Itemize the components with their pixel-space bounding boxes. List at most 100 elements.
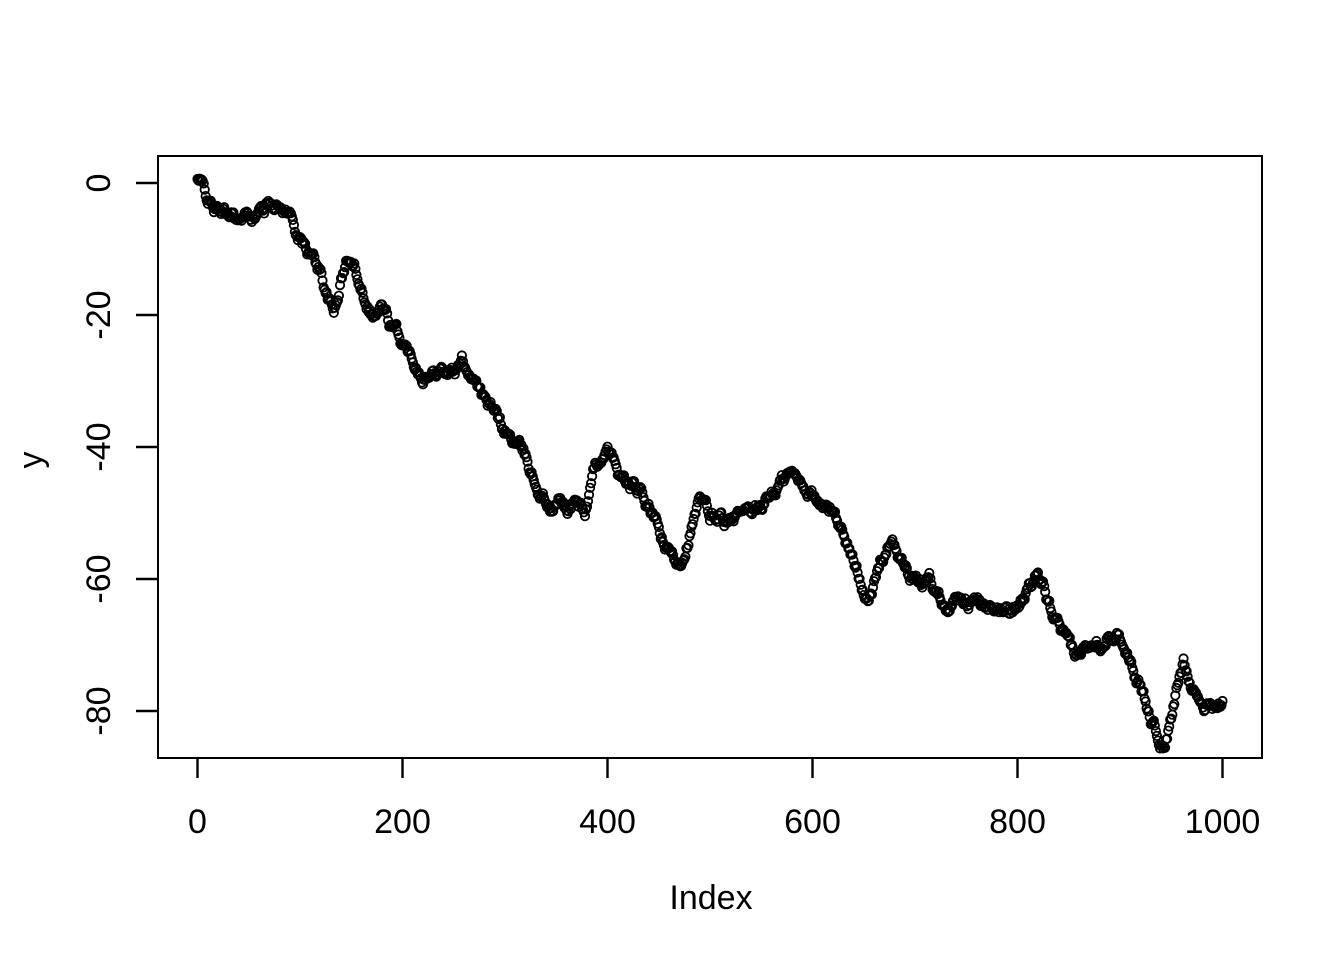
data-point [522,456,533,467]
y-tick-label: 0 [80,174,118,193]
data-point [521,452,532,463]
data-point [1148,715,1159,726]
data-point [1138,686,1149,697]
data-point [380,303,392,315]
data-point [582,496,594,507]
data-point [847,549,858,560]
data-point [352,274,363,285]
x-tick-label: 1000 [1185,803,1261,841]
plot-box [157,155,1263,759]
data-point [494,412,505,423]
data-point [351,269,362,280]
data-point [518,443,529,454]
data-point [1150,725,1162,737]
data-point [1100,640,1111,651]
data-point [585,478,597,489]
data-point [691,502,702,513]
data-point [701,500,713,511]
data-point [1178,653,1189,664]
x-axis-title: Index [669,879,752,917]
data-point [851,560,862,572]
data-point [317,275,328,286]
x-tick-label: 800 [989,803,1046,841]
data-point [946,600,958,612]
y-tick-label: -40 [80,422,118,471]
data-point [1128,665,1139,677]
data-point [690,508,701,519]
data-point [1126,656,1137,668]
data-point [514,434,525,445]
data-point [1217,695,1228,707]
data-point [896,552,907,564]
data-point [806,485,817,496]
data-point [636,483,647,494]
data-point [381,308,393,319]
data-point [457,356,469,367]
data-point [644,502,655,513]
data-point [391,318,402,330]
y-axis: 0 -20 -40 -60 -80 [80,174,158,736]
data-point [1181,666,1192,677]
x-tick-label: 200 [374,803,431,841]
data-point [653,521,664,533]
data-point [700,494,712,506]
data-point [419,371,431,382]
data-point [1038,576,1049,587]
data-point [757,504,768,515]
data-point [1143,706,1154,717]
data-point [579,511,591,522]
data-point [628,476,640,487]
data-point [1149,720,1160,731]
data-point [456,350,467,361]
x-tick-label: 0 [188,803,207,841]
data-point [1140,696,1151,707]
data-point [867,582,879,593]
data-point [1016,597,1027,608]
data-point [829,506,841,517]
data-point [866,589,878,600]
data-point [1110,634,1122,645]
data-point [933,586,944,597]
data-point [1064,632,1075,643]
data-point [449,369,460,380]
data-point [1151,730,1163,742]
data-point [357,287,368,298]
data-point [584,482,596,493]
data-point [963,604,974,615]
data-point [349,258,360,269]
data-point [924,567,935,579]
data-point [198,178,209,189]
data-point [1182,671,1193,682]
data-point [887,534,898,545]
x-tick-label: 400 [579,803,636,841]
data-point [332,295,343,306]
y-tick-label: -20 [80,290,118,339]
data-point [1173,677,1184,688]
data-point [356,283,367,294]
data-point [716,507,727,518]
y-tick-label: -60 [80,554,118,603]
data-point [685,528,696,539]
y-tick-label: -80 [80,686,118,735]
data-point [1133,674,1144,685]
data-point [854,573,865,584]
data-point [299,238,311,249]
data-point [258,208,270,219]
data-point [855,579,866,590]
data-point [1215,701,1226,712]
data-point [336,272,348,284]
data-point [972,592,983,603]
data-point [1019,594,1030,605]
data-point [1044,595,1055,607]
data-point [581,501,593,512]
data-points [192,173,1228,754]
data-point [287,214,298,225]
data-point [667,549,679,561]
data-point [583,489,595,500]
data-point [852,567,863,578]
data-point [1216,700,1227,711]
data-point [687,519,698,530]
x-tick-label: 600 [784,803,841,841]
data-point [338,266,350,278]
